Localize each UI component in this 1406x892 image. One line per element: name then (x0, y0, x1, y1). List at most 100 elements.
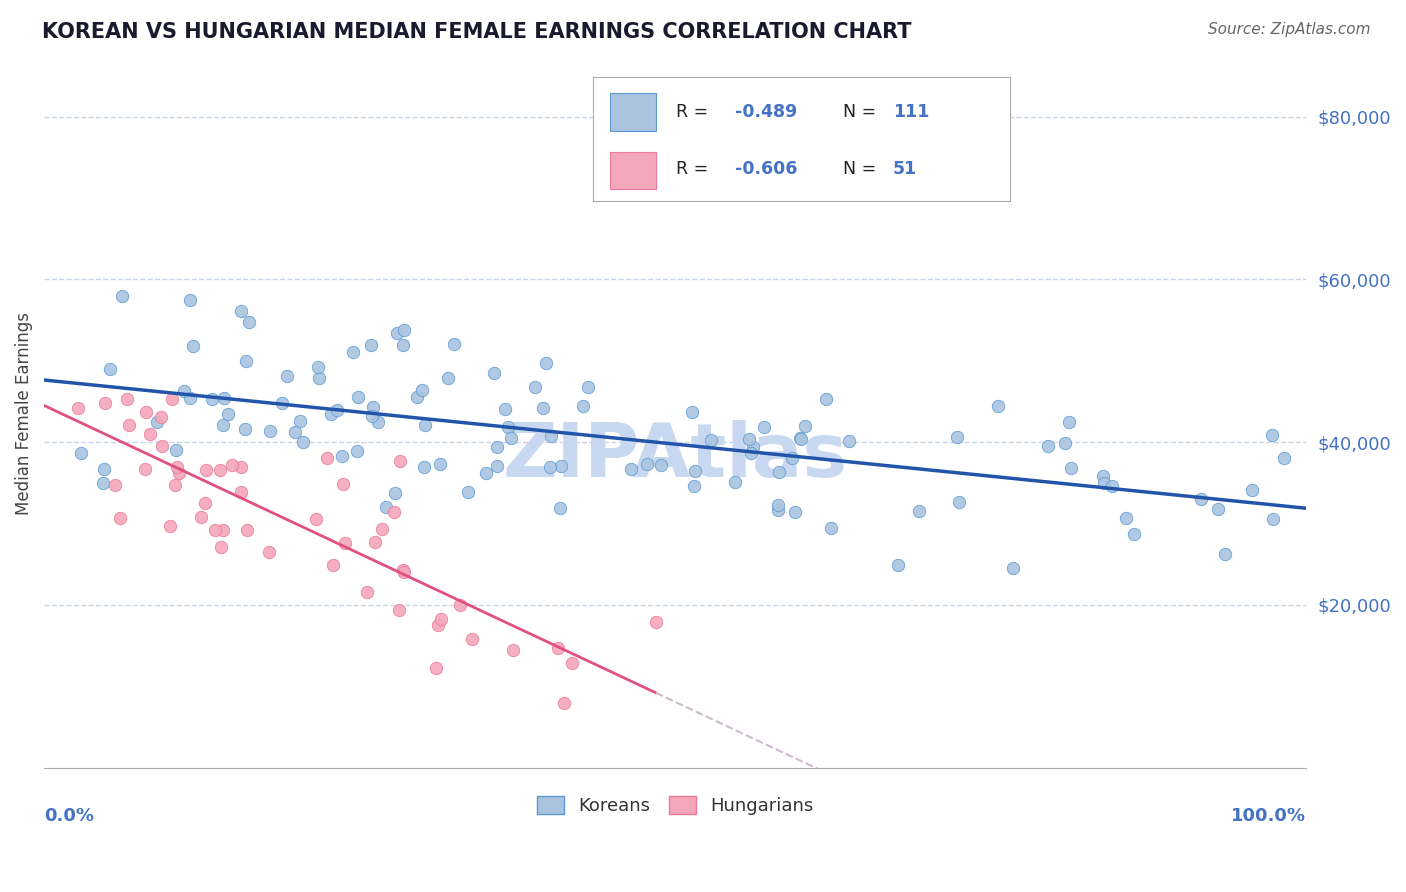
Point (815, 392, 838, 406)
Point (290, 414, 312, 428)
Point (498, 419, 520, 434)
Point (502, 642, 524, 657)
Point (461, 632, 484, 646)
Point (561, 656, 583, 670)
Point (392, 323, 415, 337)
Point (499, 432, 522, 446)
Point (67, 401, 90, 415)
Point (429, 457, 451, 471)
Point (326, 403, 349, 417)
Point (236, 523, 259, 537)
Point (165, 478, 187, 492)
Point (1241, 483, 1264, 497)
Point (229, 460, 252, 475)
Point (356, 585, 378, 599)
Point (361, 409, 384, 424)
Point (292, 435, 315, 450)
Point (146, 415, 169, 429)
Point (1272, 451, 1295, 466)
Point (91, 476, 114, 491)
Point (333, 536, 356, 550)
Point (752, 420, 775, 434)
Point (790, 432, 813, 446)
Point (553, 696, 575, 710)
Point (820, 520, 842, 534)
Point (838, 434, 860, 448)
Point (1261, 512, 1284, 526)
Point (482, 366, 505, 380)
Point (166, 459, 188, 474)
Point (194, 463, 217, 477)
Point (699, 433, 721, 447)
Point (550, 459, 572, 474)
Text: Source: ZipAtlas.com: Source: ZipAtlas.com (1208, 22, 1371, 37)
Point (305, 512, 328, 526)
Point (238, 315, 260, 329)
Point (1189, 492, 1212, 507)
Point (384, 486, 406, 500)
Point (108, 511, 131, 525)
Point (523, 379, 546, 393)
Point (388, 603, 411, 617)
Point (620, 462, 643, 476)
Point (235, 353, 257, 368)
Point (382, 505, 405, 519)
Point (887, 558, 910, 573)
Text: KOREAN VS HUNGARIAN MEDIAN FEMALE EARNINGS CORRELATION CHART: KOREAN VS HUNGARIAN MEDIAN FEMALE EARNIN… (42, 22, 911, 42)
Point (307, 360, 329, 375)
Point (547, 641, 569, 656)
Point (768, 465, 790, 479)
Point (104, 478, 127, 492)
Point (768, 503, 790, 517)
Point (204, 523, 226, 537)
Point (411, 384, 433, 398)
Point (494, 401, 516, 416)
Point (190, 510, 212, 524)
Point (159, 518, 181, 533)
Point (406, 390, 429, 404)
Point (94, 395, 117, 409)
Point (217, 407, 239, 421)
Point (1101, 479, 1123, 493)
Point (211, 417, 233, 432)
Point (1036, 439, 1059, 453)
Point (330, 449, 353, 463)
Point (179, 391, 201, 405)
Point (233, 422, 256, 436)
Point (270, 396, 292, 410)
Point (118, 417, 141, 432)
Text: ZIPAtlas: ZIPAtlas (502, 419, 848, 492)
Point (534, 356, 557, 370)
Point (134, 461, 156, 475)
Point (347, 390, 370, 404)
Point (681, 404, 703, 418)
Point (229, 303, 252, 318)
Point (221, 458, 243, 472)
Point (370, 522, 392, 536)
Point (987, 400, 1010, 414)
Point (361, 400, 384, 414)
Point (426, 617, 449, 632)
Point (98, 361, 121, 376)
Point (150, 439, 173, 453)
Point (179, 293, 201, 308)
Point (531, 401, 554, 416)
Text: 100.0%: 100.0% (1232, 806, 1306, 824)
Point (165, 443, 187, 458)
Point (1057, 415, 1080, 429)
Point (308, 371, 330, 385)
Point (319, 407, 342, 421)
Point (486, 440, 509, 454)
Point (173, 384, 195, 398)
Point (785, 505, 807, 519)
Point (682, 479, 704, 493)
Point (1261, 427, 1284, 442)
Point (342, 345, 364, 359)
Point (212, 392, 235, 406)
Point (392, 337, 415, 351)
Point (194, 496, 217, 510)
Point (908, 503, 931, 517)
Point (789, 431, 811, 445)
Point (1054, 436, 1077, 450)
Point (364, 534, 387, 549)
